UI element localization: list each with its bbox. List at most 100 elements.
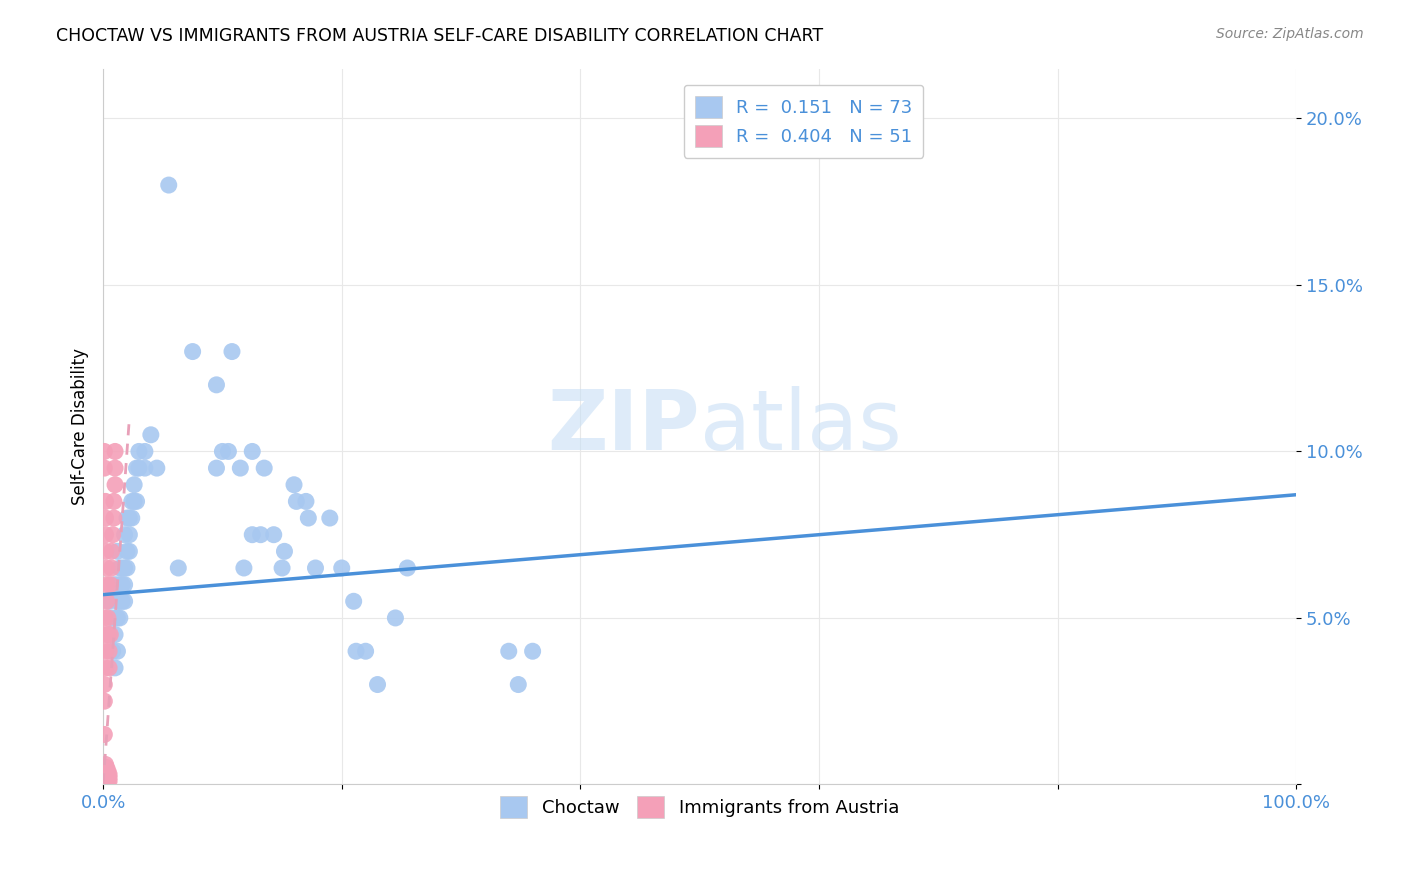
Point — [103, 494, 125, 508]
Point — [98, 774, 121, 789]
Point — [98, 627, 121, 641]
Point — [221, 344, 243, 359]
Point — [125, 461, 148, 475]
Point — [94, 511, 117, 525]
Point — [96, 771, 118, 785]
Point — [100, 544, 122, 558]
Point — [93, 444, 115, 458]
Point — [94, 644, 117, 658]
Point — [96, 774, 118, 789]
Point — [103, 511, 125, 525]
Point — [96, 577, 118, 591]
Point — [181, 344, 204, 359]
Point — [111, 561, 134, 575]
Point — [97, 764, 120, 778]
Point — [115, 561, 138, 575]
Point — [97, 767, 120, 781]
Text: CHOCTAW VS IMMIGRANTS FROM AUSTRIA SELF-CARE DISABILITY CORRELATION CHART: CHOCTAW VS IMMIGRANTS FROM AUSTRIA SELF-… — [56, 27, 824, 45]
Point — [111, 577, 134, 591]
Point — [93, 727, 115, 741]
Point — [295, 494, 318, 508]
Point — [107, 594, 129, 608]
Point — [304, 561, 326, 575]
Point — [125, 494, 148, 508]
Point — [100, 561, 122, 575]
Point — [232, 561, 254, 575]
Point — [367, 677, 389, 691]
Point — [94, 767, 117, 781]
Point — [97, 774, 120, 789]
Point — [283, 477, 305, 491]
Point — [108, 577, 131, 591]
Point — [118, 511, 141, 525]
Point — [122, 494, 145, 508]
Point — [108, 561, 131, 575]
Point — [98, 594, 121, 608]
Point — [115, 544, 138, 558]
Point — [121, 494, 143, 508]
Point — [104, 477, 127, 491]
Text: ZIP: ZIP — [547, 386, 700, 467]
Point — [94, 544, 117, 558]
Point — [114, 594, 136, 608]
Point — [167, 561, 190, 575]
Point — [98, 771, 121, 785]
Point — [98, 767, 121, 781]
Point — [101, 644, 124, 658]
Point — [253, 461, 276, 475]
Point — [139, 427, 162, 442]
Point — [96, 764, 118, 778]
Point — [263, 527, 285, 541]
Point — [107, 611, 129, 625]
Point — [240, 527, 263, 541]
Point — [96, 561, 118, 575]
Point — [98, 661, 121, 675]
Point — [522, 644, 544, 658]
Point — [97, 611, 120, 625]
Point — [508, 677, 530, 691]
Point — [104, 577, 127, 591]
Point — [104, 461, 127, 475]
Point — [94, 764, 117, 778]
Point — [114, 577, 136, 591]
Point — [93, 611, 115, 625]
Point — [343, 594, 366, 608]
Point — [97, 627, 120, 641]
Point — [107, 644, 129, 658]
Point — [94, 761, 117, 775]
Point — [229, 461, 252, 475]
Text: atlas: atlas — [700, 386, 901, 467]
Point — [498, 644, 520, 658]
Point — [101, 527, 124, 541]
Point — [96, 767, 118, 781]
Point — [396, 561, 419, 575]
Point — [118, 544, 141, 558]
Point — [211, 444, 233, 458]
Point — [96, 594, 118, 608]
Point — [108, 611, 131, 625]
Point — [344, 644, 367, 658]
Point — [93, 774, 115, 789]
Point — [115, 511, 138, 525]
Point — [285, 494, 308, 508]
Point — [93, 767, 115, 781]
Point — [101, 611, 124, 625]
Point — [205, 461, 228, 475]
Point — [108, 594, 131, 608]
Point — [128, 461, 150, 475]
Point — [93, 461, 115, 475]
Point — [249, 527, 271, 541]
Point — [122, 477, 145, 491]
Point — [94, 527, 117, 541]
Point — [271, 561, 294, 575]
Point — [93, 677, 115, 691]
Point — [93, 627, 115, 641]
Point — [205, 377, 228, 392]
Point — [93, 694, 115, 708]
Point — [107, 544, 129, 558]
Point — [104, 661, 127, 675]
Point — [118, 527, 141, 541]
Point — [146, 461, 169, 475]
Point — [111, 594, 134, 608]
Point — [104, 444, 127, 458]
